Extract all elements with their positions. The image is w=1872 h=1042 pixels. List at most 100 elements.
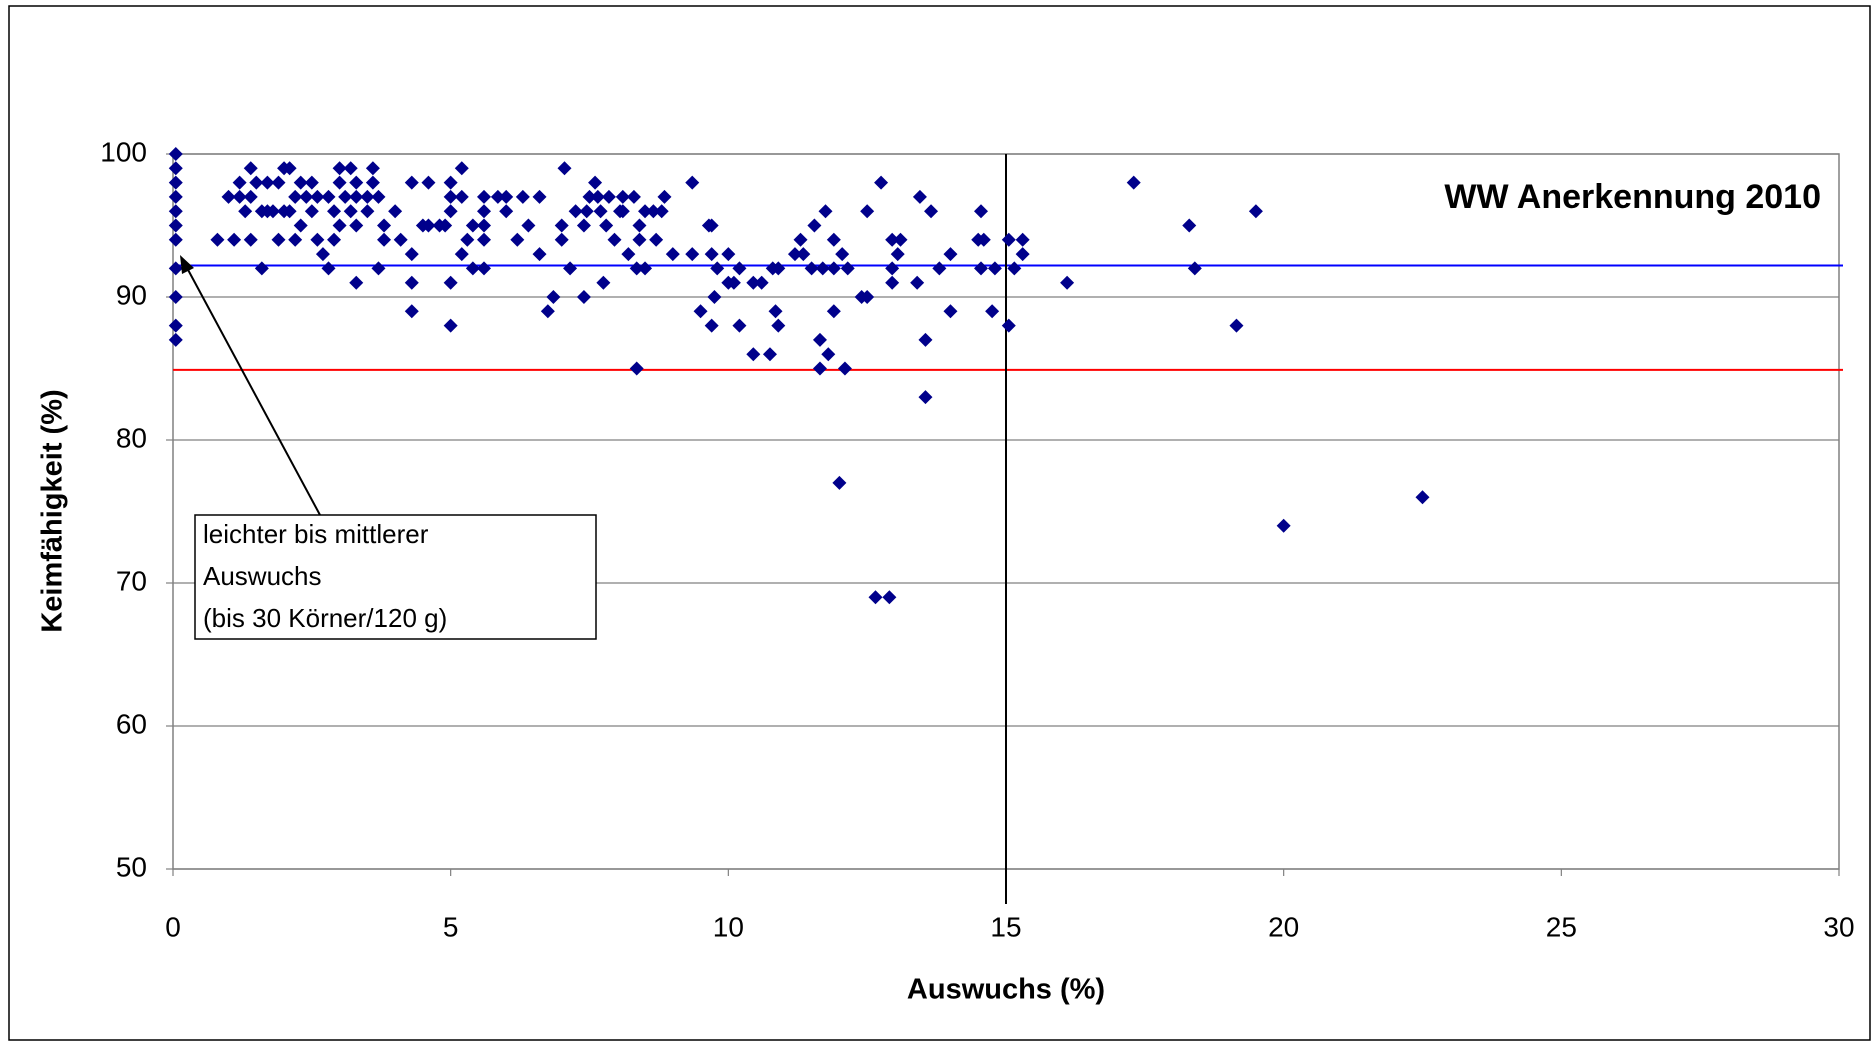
point	[893, 232, 908, 247]
point	[812, 361, 827, 376]
point	[343, 204, 358, 219]
point	[360, 204, 375, 219]
point	[554, 232, 569, 247]
point	[168, 175, 183, 190]
x-tick-label: 25	[1546, 911, 1577, 942]
point	[685, 247, 700, 262]
point	[476, 204, 491, 219]
point	[912, 189, 927, 204]
point	[168, 232, 183, 247]
point	[832, 475, 847, 490]
point	[1001, 232, 1016, 247]
point	[393, 232, 408, 247]
point	[632, 232, 647, 247]
point	[438, 218, 453, 233]
point	[365, 175, 380, 190]
point	[629, 361, 644, 376]
point	[568, 204, 583, 219]
point	[1007, 261, 1022, 276]
y-tick-label: 50	[116, 851, 147, 882]
point	[168, 290, 183, 304]
x-tick-label: 10	[713, 911, 744, 942]
point	[282, 161, 297, 176]
point	[377, 218, 392, 233]
point	[787, 247, 802, 262]
point	[249, 175, 264, 190]
point	[746, 275, 761, 290]
point	[599, 218, 614, 233]
point	[540, 304, 555, 319]
x-tick-label: 5	[443, 911, 459, 942]
point	[443, 318, 458, 333]
point	[299, 189, 314, 204]
point	[868, 590, 883, 605]
point	[521, 218, 536, 233]
point	[649, 232, 664, 247]
point	[638, 204, 653, 219]
point	[371, 189, 386, 204]
point	[404, 304, 419, 319]
point	[596, 275, 611, 290]
point	[874, 175, 889, 190]
point	[168, 204, 183, 219]
point	[732, 261, 747, 276]
point	[454, 189, 469, 204]
point	[807, 218, 822, 233]
point	[227, 232, 242, 247]
point	[421, 218, 436, 233]
point	[590, 189, 605, 204]
x-tick-label: 15	[990, 911, 1021, 942]
y-axis-label: Keimfähigkeit (%)	[37, 389, 69, 632]
point	[460, 232, 475, 247]
point	[321, 261, 336, 276]
point	[454, 161, 469, 176]
point	[465, 261, 480, 276]
point	[721, 247, 736, 262]
point	[943, 247, 958, 262]
point	[710, 261, 725, 276]
point	[243, 161, 258, 176]
point	[338, 189, 353, 204]
point	[563, 261, 578, 276]
point	[638, 261, 653, 276]
point	[860, 290, 875, 304]
point	[332, 161, 347, 176]
x-tick-label: 30	[1823, 911, 1854, 942]
point	[821, 347, 836, 362]
y-tick-label: 90	[116, 279, 147, 310]
point	[826, 232, 841, 247]
chart-title: WW Anerkennung 2010	[1444, 178, 1821, 216]
point	[976, 232, 991, 247]
point	[818, 204, 833, 219]
point	[546, 290, 561, 304]
point	[327, 232, 342, 247]
point	[443, 175, 458, 190]
point	[532, 247, 547, 262]
point	[1126, 175, 1141, 190]
y-tick-label: 70	[116, 565, 147, 596]
point	[454, 247, 469, 262]
point	[388, 204, 403, 219]
point	[310, 232, 325, 247]
point	[404, 247, 419, 262]
point	[835, 247, 850, 262]
point	[885, 261, 900, 276]
point	[793, 232, 808, 247]
point	[804, 261, 819, 276]
point	[327, 204, 342, 219]
point	[271, 175, 286, 190]
point	[615, 189, 630, 204]
point	[704, 247, 719, 262]
point	[532, 189, 547, 204]
point	[576, 290, 591, 304]
point	[476, 218, 491, 233]
point	[515, 189, 530, 204]
point	[168, 161, 183, 176]
point	[987, 261, 1002, 276]
point	[476, 261, 491, 276]
point	[221, 189, 236, 204]
point	[168, 318, 183, 333]
point	[443, 189, 458, 204]
point	[232, 175, 247, 190]
